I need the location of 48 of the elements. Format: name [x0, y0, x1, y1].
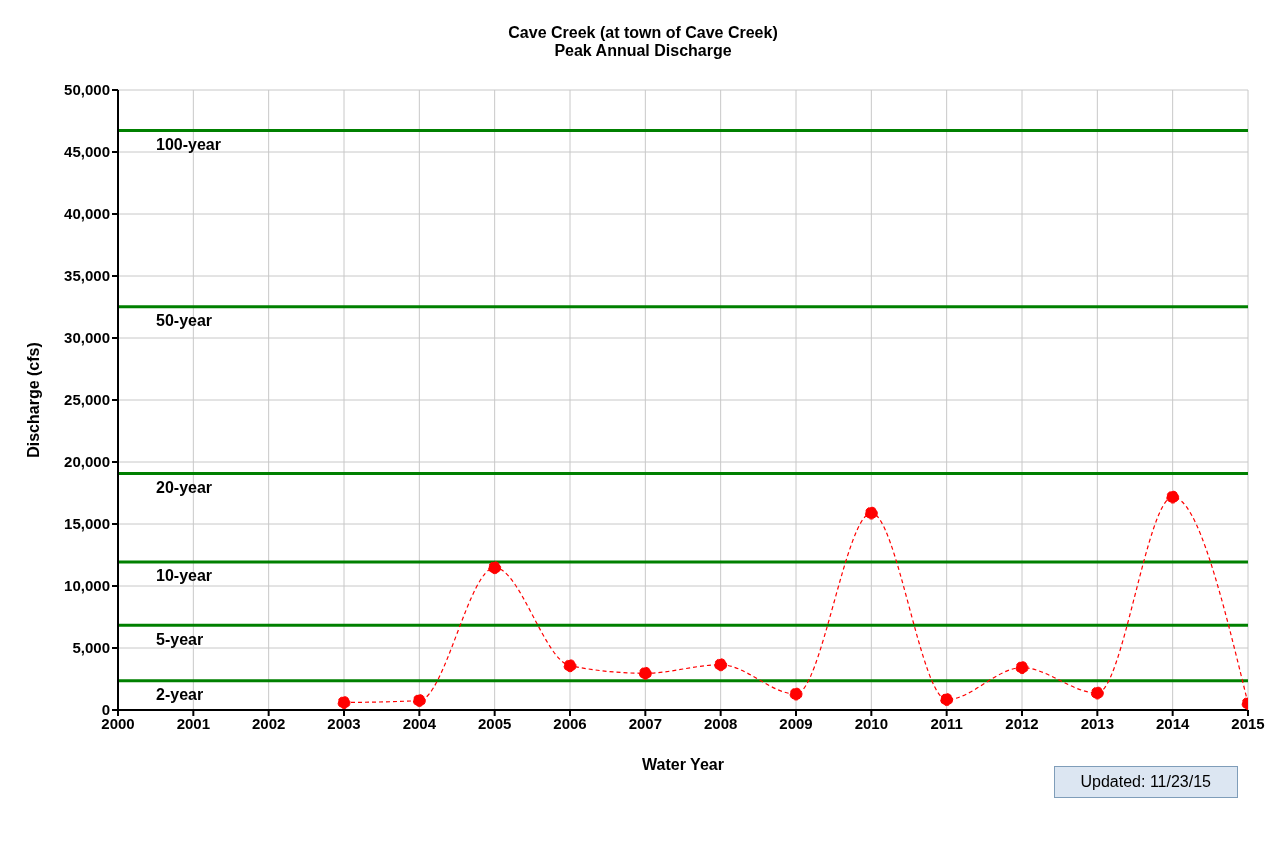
y-tick-label: 30,000 [64, 329, 110, 347]
x-tick-label: 2005 [477, 714, 512, 732]
y-tick-label: 15,000 [64, 515, 110, 533]
y-tick-label: 35,000 [64, 267, 110, 285]
chart-subtitle: Peak Annual Discharge [553, 42, 733, 60]
x-tick-label: 2003 [327, 714, 361, 732]
point [488, 561, 502, 575]
point [864, 506, 878, 520]
x-tick-label: 2010 [854, 714, 889, 732]
x-tick-label: 2008 [703, 714, 738, 732]
ref-line-label: 10-year [156, 567, 213, 585]
x-tick-label: 2006 [553, 714, 587, 732]
y-axis-title: Discharge (cfs) [24, 342, 42, 458]
x-tick-label: 2014 [1155, 714, 1191, 732]
point [337, 696, 351, 710]
ref-line-label: 50-year [156, 312, 213, 330]
y-tick-label: 5,000 [72, 639, 110, 657]
x-tick-label: 2015 [1231, 714, 1265, 732]
point [714, 658, 728, 672]
x-tick-label: 2013 [1080, 714, 1115, 732]
text: Updated: 11/23/15 [1053, 766, 1238, 798]
point [412, 694, 426, 708]
x-axis-title: Water Year [642, 756, 724, 773]
x-tick-label: 2009 [779, 714, 813, 732]
chart-title: Cave Creek (at town of Cave Creek) [507, 23, 779, 42]
ref-line-label: 100-year [156, 135, 221, 153]
point [1090, 686, 1104, 700]
x-tick-label: 2001 [176, 714, 211, 732]
y-tick-label: 20,000 [64, 453, 110, 471]
x-tick-label: 2012 [1005, 714, 1039, 732]
y-tick-label: 10,000 [64, 577, 110, 595]
point [638, 666, 652, 680]
point [789, 687, 803, 701]
x-tick-label: 2002 [251, 714, 286, 732]
y-tick-label: 45,000 [64, 143, 110, 161]
point [1015, 661, 1029, 675]
y-tick-label: 25,000 [64, 391, 110, 409]
y-tick-label: 40,000 [64, 205, 110, 223]
ref-line-label: 2-year [156, 686, 204, 704]
x-tick-label: 2007 [628, 714, 663, 732]
ref-line-label: 20-year [156, 478, 213, 496]
ref-line-label: 5-year [156, 630, 204, 648]
point [1166, 490, 1180, 504]
x-tick-label: 2004 [402, 714, 437, 732]
point [563, 659, 577, 673]
point [940, 693, 954, 707]
x-tick-label: 2011 [930, 714, 963, 732]
y-tick-label: 50,000 [64, 81, 110, 99]
